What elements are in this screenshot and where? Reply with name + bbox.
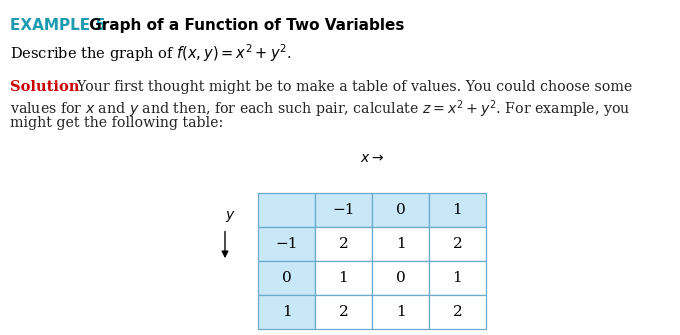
Bar [315, 193, 372, 227]
Text: values for $x$ and $y$ and then, for each such pair, calculate $z = x^2 + y^2$. : values for $x$ and $y$ and then, for eac… [10, 98, 630, 120]
Bar [429, 261, 486, 295]
Bar [372, 227, 429, 261]
Text: 1: 1 [282, 305, 291, 319]
Text: $y$: $y$ [224, 209, 235, 224]
Bar [372, 261, 429, 295]
Text: 0: 0 [396, 203, 405, 217]
Bar [315, 227, 372, 261]
Bar [258, 227, 315, 261]
Bar [315, 295, 372, 329]
Bar [258, 261, 315, 295]
Text: 1: 1 [453, 271, 462, 285]
Text: 0: 0 [396, 271, 405, 285]
Text: 1: 1 [396, 305, 405, 319]
Text: 0: 0 [282, 271, 291, 285]
Bar [429, 193, 486, 227]
Text: 2: 2 [453, 237, 462, 251]
Text: 2: 2 [339, 305, 348, 319]
Text: Solution: Solution [10, 80, 80, 94]
Text: 1: 1 [453, 203, 462, 217]
Text: 1: 1 [339, 271, 348, 285]
Text: $x \rightarrow$: $x \rightarrow$ [360, 151, 384, 165]
Text: 2: 2 [453, 305, 462, 319]
Text: Describe the graph of $f(x, y) = x^2 + y^2$.: Describe the graph of $f(x, y) = x^2 + y… [10, 42, 292, 64]
Bar [372, 295, 429, 329]
Text: 2: 2 [339, 237, 348, 251]
Text: −1: −1 [275, 237, 298, 251]
Bar [258, 193, 315, 227]
Text: might get the following table:: might get the following table: [10, 116, 223, 130]
Text: Graph of a Function of Two Variables: Graph of a Function of Two Variables [84, 18, 405, 33]
Bar [372, 193, 429, 227]
Text: EXAMPLE 5: EXAMPLE 5 [10, 18, 106, 33]
Bar [429, 295, 486, 329]
Text: Your first thought might be to make a table of values. You could choose some: Your first thought might be to make a ta… [68, 80, 632, 94]
Bar [315, 261, 372, 295]
Bar [429, 227, 486, 261]
Bar [258, 295, 315, 329]
Text: 1: 1 [396, 237, 405, 251]
Text: −1: −1 [333, 203, 355, 217]
